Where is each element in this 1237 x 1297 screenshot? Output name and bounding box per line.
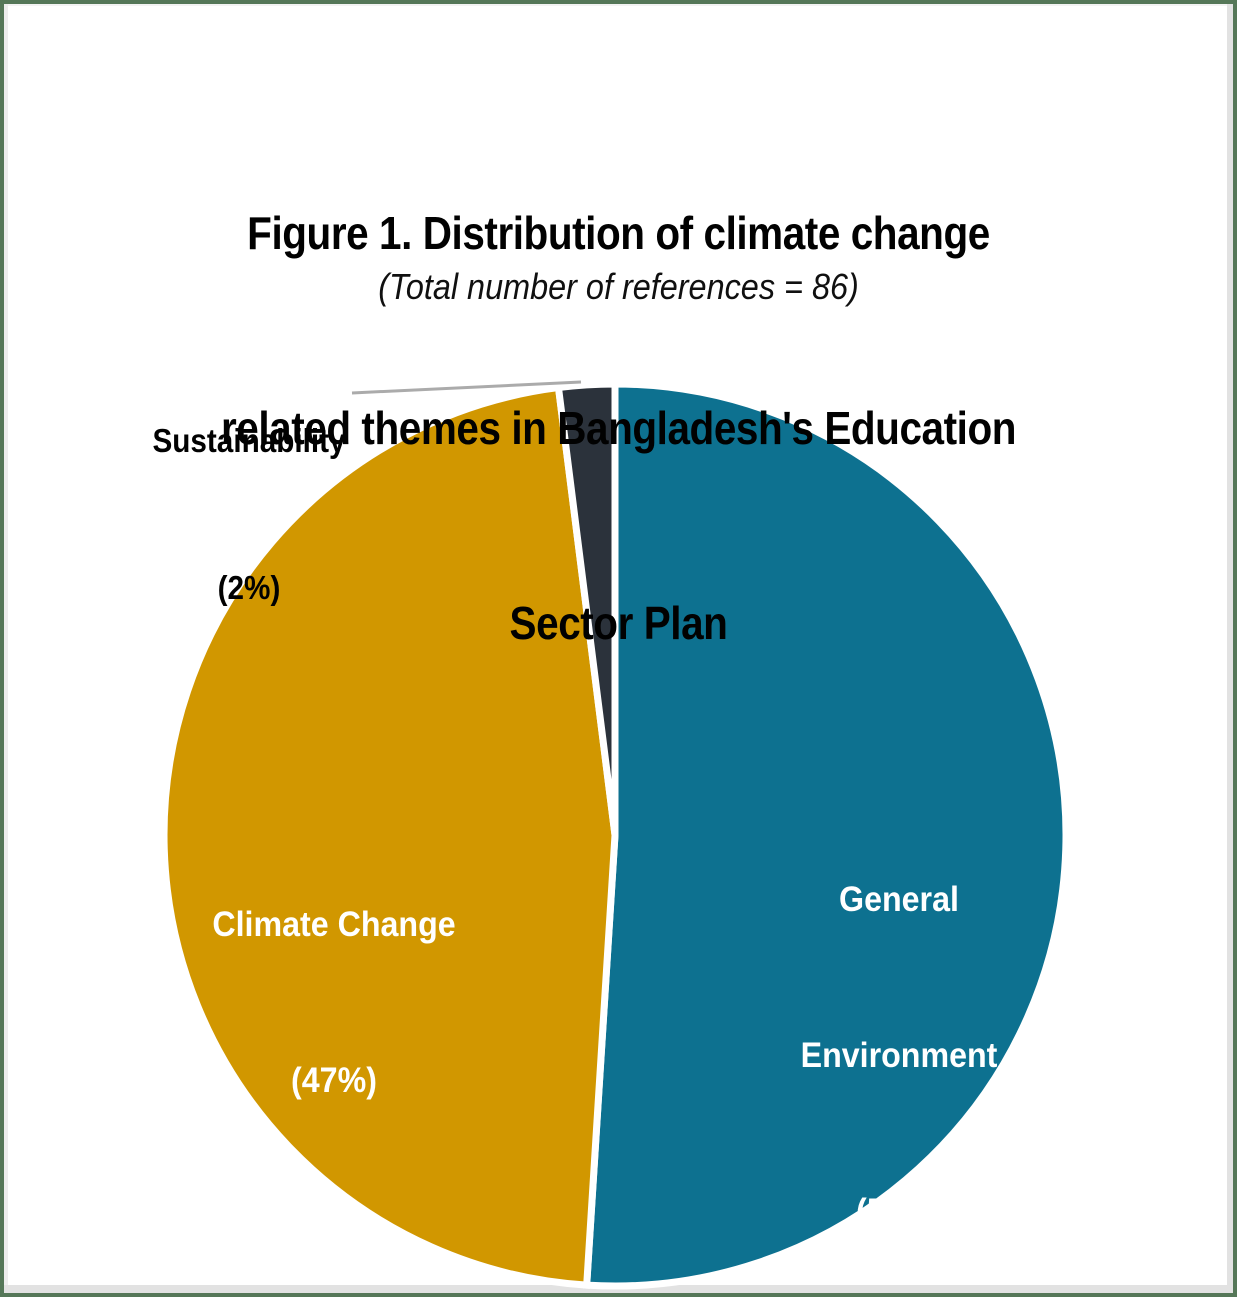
sustainability-slice-label-name: Sustainability — [152, 422, 346, 459]
sustainability-slice-label: Sustainability (2%) — [83, 318, 416, 710]
chart-title-line-2: related themes in Bangladesh's Education — [220, 402, 1017, 454]
pie-slice-climate-change — [160, 383, 619, 1289]
chart-title-line-1: Figure 1. Distribution of climate change — [247, 207, 990, 259]
pie-slice-sustainability — [554, 380, 619, 836]
climate-change-slice-label: Climate Change (47%) — [178, 795, 491, 1211]
climate-change-slice-label-percent: (47%) — [291, 1061, 377, 1100]
chart-subtitle: (Total number of references = 86) — [378, 266, 859, 307]
chart-title: Figure 1. Distribution of climate change… — [78, 71, 1160, 786]
general-environment-slice-label-percent: (51%) — [856, 1192, 942, 1231]
general-environment-slice-label-name-2: Environment — [800, 1036, 998, 1075]
sustainability-slice-label-percent: (2%) — [217, 569, 281, 606]
pie-slices — [160, 380, 1070, 1290]
pie-slice-general-environment — [582, 380, 1070, 1290]
chart-title-line-3: Sector Plan — [509, 597, 728, 649]
general-environment-slice-label-name-1: General — [839, 880, 959, 919]
sustainability-leader-line — [351, 380, 582, 395]
general-environment-slice-label: General Environment (51%) — [743, 770, 1056, 1293]
climate-change-slice-label-name: Climate Change — [212, 905, 456, 944]
pie-svg — [160, 380, 1070, 1290]
